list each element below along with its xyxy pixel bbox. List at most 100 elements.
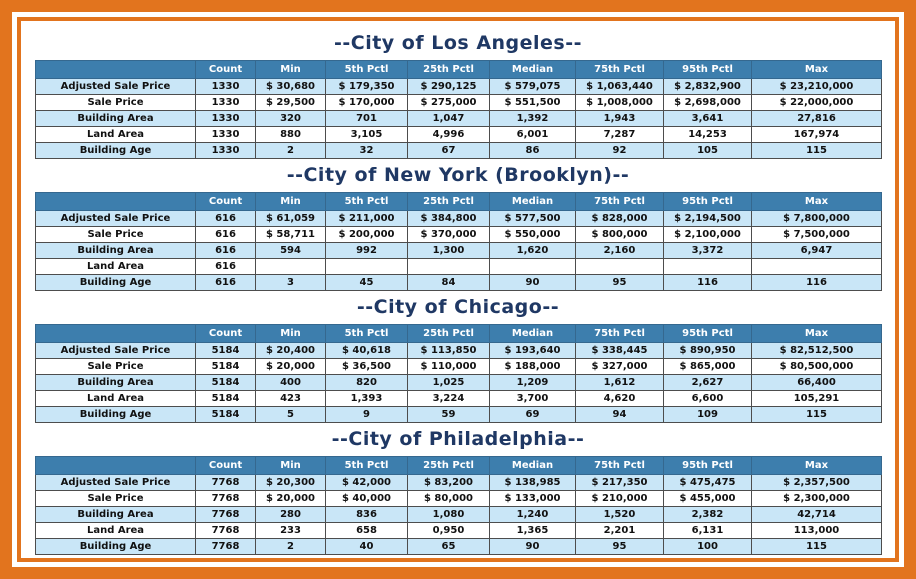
cell: 45 [325,274,408,291]
cell: $ 2,100,000 [663,226,752,243]
cell: $ 82,512,500 [751,342,882,359]
cell: 115 [751,538,882,555]
cell: 616 [195,226,256,243]
cell: $ 61,059 [255,210,326,227]
column-header: Count [195,324,256,343]
cell: 1330 [195,126,256,143]
cell: 1,943 [575,110,664,127]
row-label: Building Age [35,142,196,159]
cell: 880 [255,126,326,143]
cell: $ 179,350 [325,78,408,95]
cell [575,258,664,275]
cell: 4,996 [407,126,490,143]
row-label: Adjusted Sale Price [35,342,196,359]
cell: 6,600 [663,390,752,407]
column-header: Median [489,456,576,475]
table-row: Adjusted Sale Price 7768 $ 20,300 $ 42,000 $… [35,474,882,491]
cell: 1330 [195,142,256,159]
cell: 400 [255,374,326,391]
cell: 86 [489,142,576,159]
row-label: Building Area [35,110,196,127]
cell: 1,392 [489,110,576,127]
table-title: --City of Chicago-- [356,296,560,318]
table-row: Land Area 1330 880 3,105 4,996 6,001 7,287 14,2… [35,126,882,143]
cell: 27,816 [751,110,882,127]
column-header: 25th Pctl [407,456,490,475]
cell: 6,001 [489,126,576,143]
row-label: Land Area [35,258,196,275]
column-header: 25th Pctl [407,60,490,79]
cell: 2,382 [663,506,752,523]
blank-header-cell [35,192,196,211]
cell: $ 550,000 [489,226,576,243]
cell [663,258,752,275]
row-label: Building Age [35,406,196,423]
cell: $ 384,800 [407,210,490,227]
cell: 233 [255,522,326,539]
cell: 3,372 [663,242,752,259]
table-row: Building Age 7768 2 40 65 90 95 100 115 [35,538,882,555]
cell: 7768 [195,538,256,555]
cell: $ 327,000 [575,358,664,375]
cell: 67 [407,142,490,159]
cell: 3,700 [489,390,576,407]
cell: $ 40,618 [325,342,408,359]
table-row: Building Age 616 3 45 84 90 95 116 116 [35,274,882,291]
header-row: Count Min 5th Pctl 25th Pctl Median 75th Pctl… [35,192,882,211]
row-label: Sale Price [35,226,196,243]
table-title: --City of Philadelphia-- [331,428,585,450]
column-header: Max [751,192,882,211]
cell: 616 [195,242,256,259]
cell: 40 [325,538,408,555]
column-header: Median [489,324,576,343]
cell: 90 [489,538,576,555]
column-header: Min [255,60,326,79]
cell: 14,253 [663,126,752,143]
row-label: Building Area [35,374,196,391]
table-section-1: --City of New York (Brooklyn)-- Count Min 5… [35,164,882,291]
column-header: Min [255,324,326,343]
table-row: Building Area 1330 320 701 1,047 1,392 1,943 3,… [35,110,882,127]
cell: $ 20,000 [255,358,326,375]
cell: $ 193,640 [489,342,576,359]
cell: $ 40,000 [325,490,408,507]
cell: $ 800,000 [575,226,664,243]
cell [255,258,326,275]
row-label: Building Age [35,274,196,291]
row-label: Sale Price [35,490,196,507]
table-row: Building Area 616 594 992 1,300 1,620 2,160 3,3… [35,242,882,259]
cell: 9 [325,406,408,423]
blank-header-cell [35,324,196,343]
report-body: --City of Los Angeles-- Count Min 5th Pctl 2… [35,32,882,555]
cell: 109 [663,406,752,423]
cell: $ 200,000 [325,226,408,243]
cell: $ 20,400 [255,342,326,359]
table-row: Sale Price 5184 $ 20,000 $ 36,500 $ 110,000 $… [35,358,882,375]
cell: $ 577,500 [489,210,576,227]
cell: $ 455,000 [663,490,752,507]
cell: 5184 [195,374,256,391]
cell: 2 [255,538,326,555]
cell: 1,393 [325,390,408,407]
stats-table: Count Min 5th Pctl 25th Pctl Median 75th Pctl… [35,456,882,555]
header-row: Count Min 5th Pctl 25th Pctl Median 75th Pctl… [35,456,882,475]
row-label: Sale Price [35,94,196,111]
table-section-2: --City of Chicago-- Count Min 5th Pctl 25th … [35,296,882,423]
cell: $ 1,063,440 [575,78,664,95]
cell: 701 [325,110,408,127]
row-label: Adjusted Sale Price [35,210,196,227]
cell: 167,974 [751,126,882,143]
cell: 1,300 [407,242,490,259]
cell: $ 58,711 [255,226,326,243]
cell: 1,025 [407,374,490,391]
cell: $ 579,075 [489,78,576,95]
cell: 1330 [195,94,256,111]
table-row: Sale Price 616 $ 58,711 $ 200,000 $ 370,000 $… [35,226,882,243]
cell: 658 [325,522,408,539]
row-label: Land Area [35,522,196,539]
cell: 3,641 [663,110,752,127]
cell: 116 [751,274,882,291]
table-row: Land Area 5184 423 1,393 3,224 3,700 4,620 6,60… [35,390,882,407]
row-label: Building Area [35,242,196,259]
cell: 6,131 [663,522,752,539]
